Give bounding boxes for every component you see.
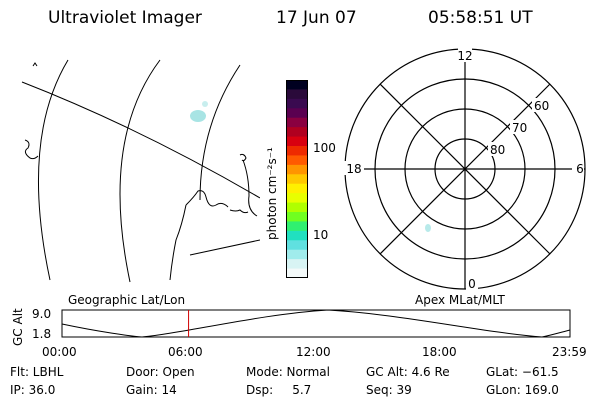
lat-label-80: 80 [490, 143, 505, 157]
geographic-map [21, 59, 260, 283]
map-grid-line [119, 59, 161, 283]
xtick-0: 00:00 [42, 345, 77, 359]
colorbar-segment [286, 136, 308, 147]
coastline [239, 153, 247, 162]
altitude-ymax: 9.0 [32, 307, 52, 321]
altitude-curve [61, 309, 571, 338]
coastline [169, 204, 187, 281]
map-grid-line [21, 81, 260, 199]
apex-polar-plot: 12 18 6 0 60 70 80 [344, 48, 586, 291]
coastline [185, 190, 229, 208]
colorbar [286, 80, 308, 278]
colorbar-frame [286, 80, 308, 278]
mlt-label-18: 18 [346, 162, 361, 176]
colorbar-segment [286, 164, 308, 175]
lat-label-60: 60 [534, 99, 549, 113]
colorbar-segment [286, 221, 308, 232]
instrument-title: Ultraviolet Imager [48, 8, 202, 28]
aurora-patch [202, 101, 208, 107]
footer-glat: GLat: −61.5 [486, 365, 559, 379]
colorbar-segment [286, 268, 308, 278]
colorbar-segment [286, 127, 308, 138]
mlt-label-0: 0 [468, 277, 476, 291]
map-grid-line [189, 239, 260, 256]
colorbar-segment [286, 98, 308, 109]
colorbar-tick-100: 100 [313, 141, 336, 155]
footer-gain: Gain: 14 [126, 383, 177, 397]
colorbar-segment [286, 193, 308, 204]
altitude-ylabel: GC Alt [11, 308, 25, 346]
coastline [24, 139, 39, 160]
apex-label: Apex MLat/MLT [415, 293, 505, 307]
colorbar-segment [286, 212, 308, 222]
colorbar-label: photon cm⁻²s⁻¹ [265, 147, 279, 240]
footer-dsp: Dsp: 5.7 [246, 383, 312, 397]
coastline [229, 209, 249, 214]
footer-glon: GLon: 169.0 [486, 383, 559, 397]
map-grid-line [37, 59, 69, 281]
xtick-3: 18:00 [422, 345, 457, 359]
footer-door: Door: Open [126, 365, 195, 379]
footer-ip: IP: 36.0 [10, 383, 56, 397]
altitude-plot [61, 309, 571, 338]
colorbar-segment [286, 259, 308, 270]
colorbar-segment [286, 80, 308, 90]
aurora-patch [190, 110, 206, 122]
footer-mode: Mode: Normal [246, 365, 330, 379]
xtick-1: 06:00 [168, 345, 203, 359]
map-grid-line [199, 64, 241, 201]
xtick-2: 12:00 [296, 345, 331, 359]
altitude-ymin: 1.8 [32, 327, 52, 341]
altitude-plot-frame [61, 309, 571, 338]
footer-gcalt: GC Alt: 4.6 Re [366, 365, 450, 379]
colorbar-segment [286, 240, 308, 251]
colorbar-segment [286, 117, 308, 128]
geographic-label: Geographic Lat/Lon [68, 293, 186, 307]
colorbar-segment [286, 155, 308, 166]
time-label: 05:58:51 UT [428, 8, 533, 28]
coastline [242, 159, 258, 217]
lat-label-70: 70 [512, 121, 527, 135]
xtick-4: 23:59 [552, 345, 587, 359]
colorbar-segment [286, 202, 308, 213]
date-label: 17 Jun 07 [276, 8, 357, 28]
colorbar-segment [286, 174, 308, 185]
pole-marker [32, 62, 38, 67]
mlt-label-12: 12 [457, 49, 472, 63]
colorbar-segment [286, 146, 308, 156]
footer-flt: Flt: LBHL [10, 365, 64, 379]
colorbar-segment [286, 89, 308, 100]
colorbar-segment [286, 183, 308, 194]
colorbar-tick-10: 10 [313, 228, 329, 242]
footer-seq: Seq: 39 [366, 383, 412, 397]
colorbar-segment [286, 108, 308, 119]
polar-diagonal [379, 83, 551, 255]
colorbar-segment [286, 230, 308, 241]
aurora-patch [425, 224, 431, 232]
colorbar-segment [286, 249, 308, 260]
mlt-label-6: 6 [576, 162, 584, 176]
